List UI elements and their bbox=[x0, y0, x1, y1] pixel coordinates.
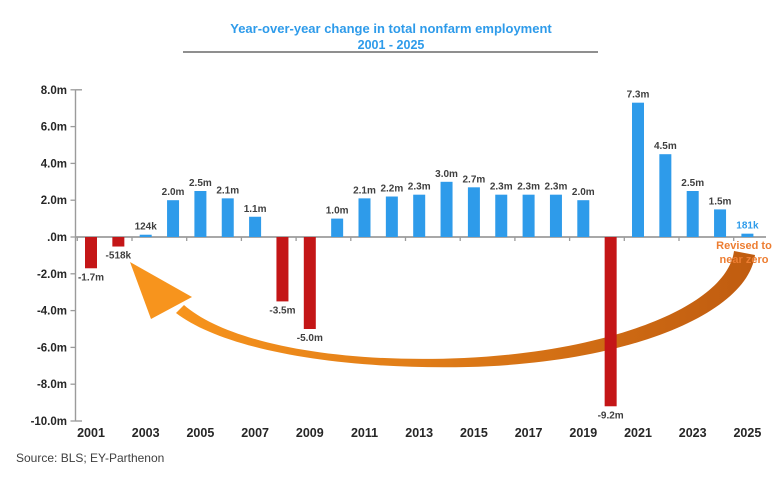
y-tick-label: -4.0m bbox=[37, 306, 67, 318]
bar-2005 bbox=[194, 191, 207, 237]
bar-label-2011: 2.1m bbox=[353, 185, 376, 196]
revision-arrow-head bbox=[130, 262, 192, 319]
bar-label-2005: 2.5m bbox=[189, 178, 212, 189]
x-tick-label-2011: 2011 bbox=[351, 426, 378, 440]
bar-2003 bbox=[139, 234, 152, 237]
bar-label-2012: 2.2m bbox=[380, 184, 403, 195]
revision-annotation-line-1: Revised to bbox=[716, 240, 772, 252]
bar-label-2010: 1.0m bbox=[326, 206, 349, 217]
y-tick-label: -8.0m bbox=[37, 379, 67, 391]
chart-subtitle: 2001 - 2025 bbox=[357, 38, 425, 52]
bar-label-2014: 3.0m bbox=[435, 169, 458, 180]
title-underline bbox=[183, 51, 598, 53]
bar-label-2004: 2.0m bbox=[162, 187, 185, 198]
source-note: Source: BLS; EY-Parthenon bbox=[16, 451, 165, 465]
x-tick-label-2005: 2005 bbox=[186, 426, 214, 440]
bar-label-2001: -1.7m bbox=[78, 272, 104, 283]
x-tick-label-2013: 2013 bbox=[405, 426, 433, 440]
bar-2025 bbox=[741, 233, 754, 237]
bar-label-2018: 2.3m bbox=[545, 182, 568, 193]
bar-2002 bbox=[112, 237, 125, 247]
bar-2004 bbox=[167, 200, 180, 237]
bar-2007 bbox=[249, 216, 262, 237]
y-tick-label: 2.0m bbox=[41, 195, 67, 207]
chart-title: Year-over-year change in total nonfarm e… bbox=[230, 21, 552, 36]
revision-annotation-line-2: near zero bbox=[720, 254, 769, 266]
bar-label-2023: 2.5m bbox=[681, 178, 704, 189]
bar-2008 bbox=[276, 237, 289, 302]
x-tick-label-2025: 2025 bbox=[733, 426, 761, 440]
x-tick-label-2007: 2007 bbox=[241, 426, 269, 440]
bar-2021 bbox=[632, 102, 644, 238]
bar-label-2017: 2.3m bbox=[517, 182, 540, 193]
x-tick-label-2017: 2017 bbox=[515, 426, 543, 440]
bar-2017 bbox=[522, 194, 535, 237]
x-tick-label-2001: 2001 bbox=[77, 426, 105, 440]
bar-label-2009: -5.0m bbox=[297, 333, 323, 344]
bar-2016 bbox=[495, 194, 508, 237]
x-tick-label-2003: 2003 bbox=[132, 426, 160, 440]
bar-label-2003: 124k bbox=[135, 222, 158, 233]
bar-label-2025: 181k bbox=[736, 221, 759, 232]
bar-label-2015: 2.7m bbox=[463, 174, 486, 185]
x-tick-label-2015: 2015 bbox=[460, 426, 488, 440]
bar-label-2021: 7.3m bbox=[627, 90, 650, 101]
bar-2001 bbox=[85, 237, 97, 269]
y-tick-label: 6.0m bbox=[41, 122, 67, 134]
bar-label-2024: 1.5m bbox=[709, 196, 732, 207]
revision-arrow-body bbox=[176, 251, 755, 368]
bar-2015 bbox=[467, 187, 480, 237]
bar-label-2007: 1.1m bbox=[244, 204, 267, 215]
bar-2012 bbox=[385, 196, 398, 237]
bar-2010 bbox=[331, 218, 344, 237]
y-tick-label: -10.0m bbox=[31, 416, 67, 428]
bar-2020 bbox=[604, 237, 617, 407]
x-tick-label-2023: 2023 bbox=[679, 426, 707, 440]
bar-label-2002: -518k bbox=[106, 251, 132, 262]
x-tick-label-2019: 2019 bbox=[569, 426, 597, 440]
y-tick-label: 4.0m bbox=[41, 158, 67, 170]
bar-label-2016: 2.3m bbox=[490, 182, 513, 193]
bar-label-2020: -9.2m bbox=[598, 410, 624, 421]
y-tick-label: -6.0m bbox=[37, 342, 67, 354]
bar-2022 bbox=[659, 154, 672, 237]
bar-2013 bbox=[413, 194, 426, 237]
bar-2019 bbox=[577, 200, 590, 237]
x-tick-label-2021: 2021 bbox=[624, 426, 652, 440]
x-tick-label-2009: 2009 bbox=[296, 426, 324, 440]
bar-2018 bbox=[549, 194, 562, 237]
bar-label-2019: 2.0m bbox=[572, 187, 595, 198]
bar-2014 bbox=[440, 181, 453, 237]
bar-2024 bbox=[714, 209, 727, 237]
y-tick-label: 8.0m bbox=[41, 85, 67, 97]
bar-2011 bbox=[358, 198, 371, 237]
bar-label-2008: -3.5m bbox=[269, 305, 295, 316]
y-tick-label: .0m bbox=[47, 232, 67, 244]
bar-2023 bbox=[686, 191, 699, 237]
bar-label-2013: 2.3m bbox=[408, 182, 431, 193]
bar-label-2022: 4.5m bbox=[654, 141, 677, 152]
bar-label-2006: 2.1m bbox=[216, 185, 239, 196]
bar-2009 bbox=[303, 237, 316, 329]
bar-2006 bbox=[221, 198, 234, 237]
y-tick-label: -2.0m bbox=[37, 269, 67, 281]
